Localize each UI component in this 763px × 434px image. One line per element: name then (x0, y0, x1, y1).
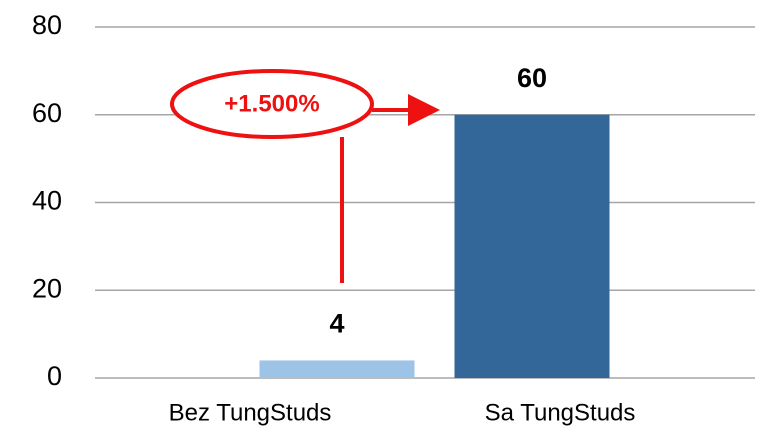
bar (259, 360, 415, 378)
grid: 0 20 40 60 80 (32, 10, 755, 391)
y-tick-label: 20 (32, 273, 62, 303)
x-tick-label: Sa TungStuds (485, 399, 636, 426)
data-label: 60 (517, 63, 547, 93)
bars: Bez TungStuds 4 Sa TungStuds 60 (169, 63, 636, 426)
annotation: +1.500% (224, 90, 319, 117)
x-tick-label: Bez TungStuds (169, 399, 332, 426)
data-label: 4 (329, 309, 344, 339)
bar (454, 114, 610, 378)
y-tick-label: 0 (47, 361, 62, 391)
annotation-ellipse (170, 69, 374, 139)
y-tick-label: 40 (32, 186, 62, 216)
y-tick-label: 60 (32, 98, 62, 128)
y-tick-label: 80 (32, 10, 62, 40)
